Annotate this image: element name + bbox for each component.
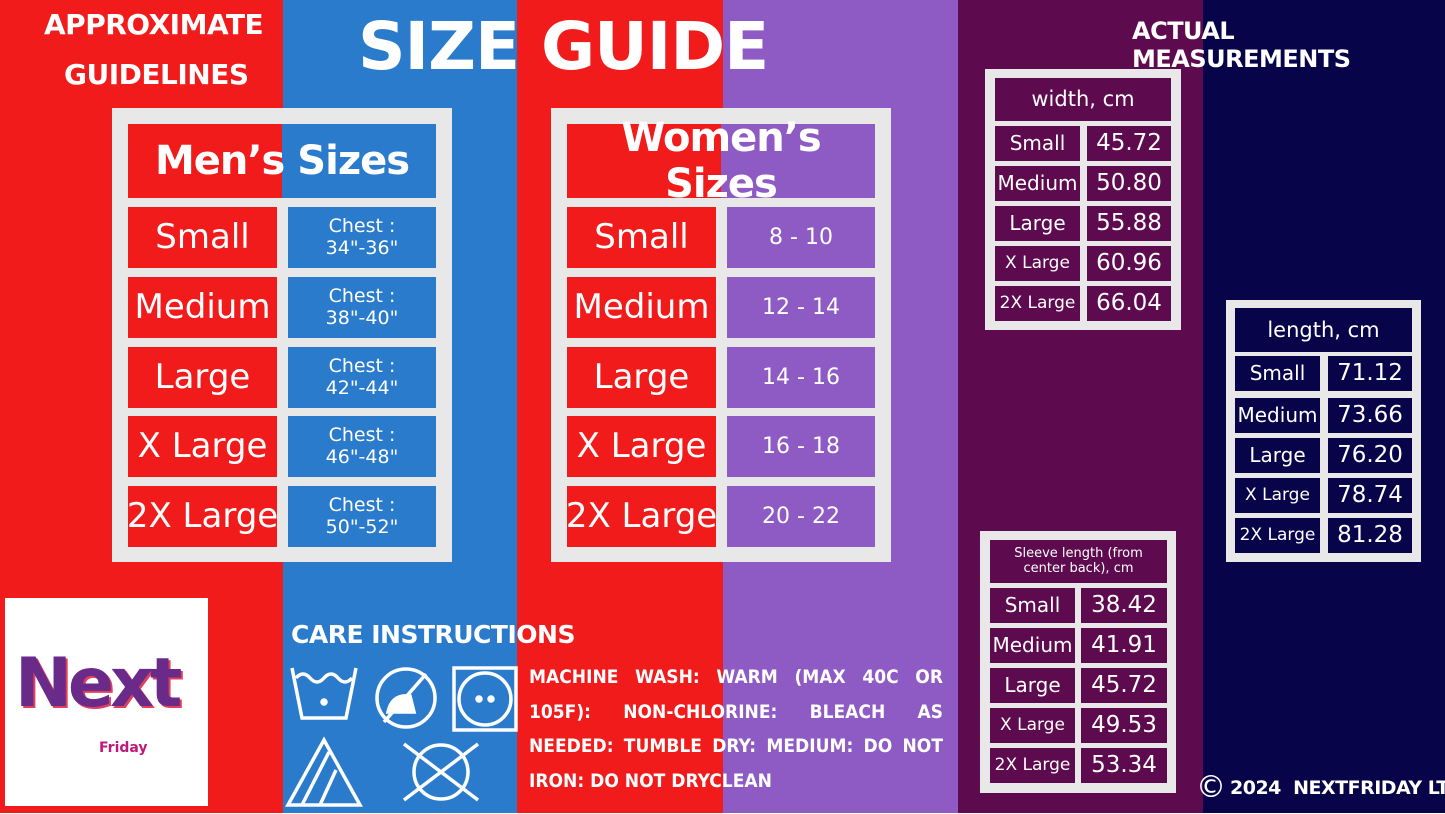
wash-warm-icon xyxy=(290,667,358,720)
length-size-cell: X Large xyxy=(1235,478,1320,513)
length-value-cell: 76.20 xyxy=(1328,438,1412,473)
mens-value-cell: Chest :50"-52" xyxy=(288,486,436,547)
value-line1: Chest : xyxy=(328,354,396,377)
value-line1: Chest : xyxy=(328,284,396,307)
value-line1: Chest : xyxy=(328,423,396,446)
width-value-cell: 60.96 xyxy=(1087,246,1171,281)
width-size-cell: Small xyxy=(995,126,1080,161)
width-size-cell: X Large xyxy=(995,246,1080,281)
width-size-cell: Large xyxy=(995,206,1080,241)
sleeve-table-title: Sleeve length (from center back), cm xyxy=(990,540,1167,583)
sleeve-size-cell: X Large xyxy=(990,708,1075,743)
approx-line2: GUIDELINES xyxy=(64,58,249,91)
womens-value-cell: 8 - 10 xyxy=(727,207,875,268)
mens-size-cell: Small xyxy=(128,207,277,268)
sleeve-value-cell: 38.42 xyxy=(1081,588,1167,623)
care-title: CARE INSTRUCTIONS xyxy=(291,620,575,649)
copyright-icon: © xyxy=(1196,770,1226,805)
value-line2: 38"-40" xyxy=(325,306,399,329)
mens-table-title: Men’s Sizes xyxy=(128,124,436,198)
copyright: © 2024 NEXTFRIDAY LTD xyxy=(1196,773,1445,803)
width-value-cell: 55.88 xyxy=(1087,206,1171,241)
width-value-cell: 45.72 xyxy=(1087,126,1171,161)
womens-size-cell: Medium xyxy=(567,277,716,338)
womens-size-cell: X Large xyxy=(567,416,716,477)
mens-size-cell: Medium xyxy=(128,277,277,338)
value-line2: 42"-44" xyxy=(325,376,399,399)
value-line1: Chest : xyxy=(328,493,396,516)
approx-line1: APPROXIMATE xyxy=(44,8,264,41)
length-size-cell: Small xyxy=(1235,356,1320,391)
value-line2: 50"-52" xyxy=(325,515,399,538)
value-line2: 34"-36" xyxy=(325,236,399,259)
sleeve-value-cell: 49.53 xyxy=(1081,708,1167,743)
width-value-cell: 66.04 xyxy=(1087,286,1171,321)
logo-sub: Friday xyxy=(99,740,148,756)
mens-size-cell: 2X Large xyxy=(127,486,278,547)
mens-value-cell: Chest :46"-48" xyxy=(288,416,436,477)
mens-value-cell: Chest :38"-40" xyxy=(288,277,436,338)
sleeve-size-cell: Medium xyxy=(990,628,1075,663)
copyright-text: 2024 NEXTFRIDAY LTD xyxy=(1230,777,1445,799)
womens-value-cell: 14 - 16 xyxy=(727,347,875,408)
logo: Next Friday xyxy=(5,598,208,806)
page-title: SIZE GUIDE xyxy=(358,8,769,85)
width-table-title: width, cm xyxy=(995,78,1171,121)
value-line2: 46"-48" xyxy=(325,445,399,468)
mens-size-cell: Large xyxy=(128,347,277,408)
womens-size-cell: 2X Large xyxy=(566,486,717,547)
sleeve-size-cell: Small xyxy=(990,588,1075,623)
womens-size-cell: Large xyxy=(567,347,716,408)
width-value-cell: 50.80 xyxy=(1087,166,1171,201)
logo-word: Next xyxy=(15,644,182,723)
length-size-cell: 2X Large xyxy=(1235,518,1320,553)
length-value-cell: 81.28 xyxy=(1328,518,1412,553)
length-value-cell: 73.66 xyxy=(1328,398,1412,433)
womens-value-cell: 20 - 22 xyxy=(727,486,875,547)
sleeve-value-cell: 41.91 xyxy=(1081,628,1167,663)
mens-value-cell: Chest :34"-36" xyxy=(288,207,436,268)
width-size-cell: Medium xyxy=(995,166,1080,201)
value-line1: Chest : xyxy=(328,214,396,237)
mens-value-cell: Chest :42"-44" xyxy=(288,347,436,408)
womens-value-cell: 12 - 14 xyxy=(727,277,875,338)
care-icons xyxy=(284,660,519,810)
do-not-dryclean-icon xyxy=(402,742,480,802)
sleeve-value-cell: 45.72 xyxy=(1081,668,1167,703)
length-value-cell: 78.74 xyxy=(1328,478,1412,513)
length-value-cell: 71.12 xyxy=(1328,356,1412,391)
sleeve-value-cell: 53.34 xyxy=(1081,748,1167,783)
womens-size-cell: Small xyxy=(567,207,716,268)
length-table-title: length, cm xyxy=(1235,308,1412,352)
actual-measurements-heading: ACTUAL MEASUREMENTS xyxy=(1132,17,1351,73)
width-size-cell: 2X Large xyxy=(995,286,1080,321)
bleach-icon xyxy=(285,736,363,807)
womens-value-cell: 16 - 18 xyxy=(727,416,875,477)
mens-size-cell: X Large xyxy=(128,416,277,477)
do-not-iron-icon xyxy=(375,667,437,729)
sleeve-size-cell: Large xyxy=(990,668,1075,703)
care-text: MACHINE WASH: WARM (MAX 40C OR 105F): NO… xyxy=(529,666,943,792)
length-size-cell: Large xyxy=(1235,438,1320,473)
tumble-dry-medium-icon xyxy=(452,666,518,732)
womens-table-title: Women’s Sizes xyxy=(567,115,875,207)
length-size-cell: Medium xyxy=(1235,398,1320,433)
sleeve-size-cell: 2X Large xyxy=(990,748,1075,783)
